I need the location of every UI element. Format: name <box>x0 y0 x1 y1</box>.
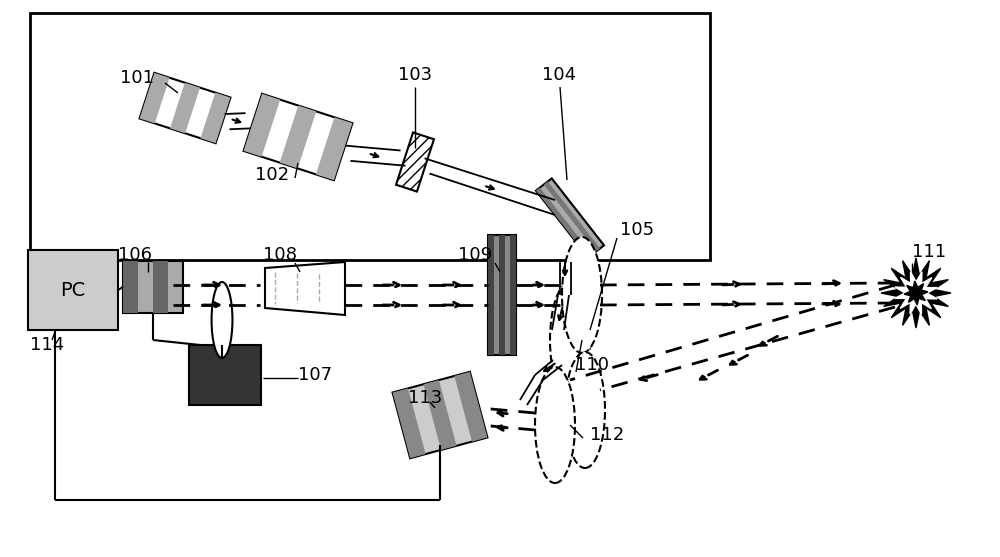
Text: 107: 107 <box>298 366 332 384</box>
Text: 102: 102 <box>255 166 289 184</box>
Text: 106: 106 <box>118 246 152 264</box>
Bar <box>200 92 230 143</box>
Bar <box>393 372 487 458</box>
Text: 113: 113 <box>408 389 442 407</box>
Bar <box>396 133 434 192</box>
Polygon shape <box>265 262 345 315</box>
Text: 114: 114 <box>30 336 64 354</box>
Text: 112: 112 <box>590 426 624 444</box>
Ellipse shape <box>565 352 605 468</box>
Bar <box>280 105 316 168</box>
Bar <box>544 182 600 252</box>
Bar <box>536 188 592 258</box>
Bar <box>28 250 118 330</box>
Bar <box>244 94 352 180</box>
Text: 111: 111 <box>912 243 946 261</box>
Bar <box>140 73 170 124</box>
Bar <box>140 73 230 143</box>
Text: 104: 104 <box>542 66 576 84</box>
Bar <box>189 345 261 405</box>
Polygon shape <box>904 281 928 305</box>
Ellipse shape <box>550 282 590 398</box>
Ellipse shape <box>562 237 602 353</box>
Bar <box>393 388 426 458</box>
Text: 110: 110 <box>575 356 609 374</box>
Bar <box>244 94 280 157</box>
Bar <box>316 118 352 180</box>
Text: PC: PC <box>60 281 86 300</box>
Bar <box>454 372 487 442</box>
Bar <box>30 13 710 260</box>
Bar <box>488 235 516 355</box>
Bar <box>123 261 138 313</box>
Bar <box>123 261 183 313</box>
Bar <box>488 235 494 355</box>
Bar <box>423 380 457 450</box>
Text: 108: 108 <box>263 246 297 264</box>
Text: 105: 105 <box>620 221 654 239</box>
Bar <box>499 235 505 355</box>
Bar <box>510 235 516 355</box>
Polygon shape <box>895 272 937 314</box>
Text: 101: 101 <box>120 69 154 87</box>
Ellipse shape <box>535 367 575 483</box>
Text: 103: 103 <box>398 66 432 84</box>
Bar <box>536 178 604 258</box>
Polygon shape <box>881 258 951 328</box>
Bar <box>170 82 200 133</box>
Bar <box>153 261 168 313</box>
Ellipse shape <box>212 282 232 358</box>
Text: 109: 109 <box>458 246 492 264</box>
